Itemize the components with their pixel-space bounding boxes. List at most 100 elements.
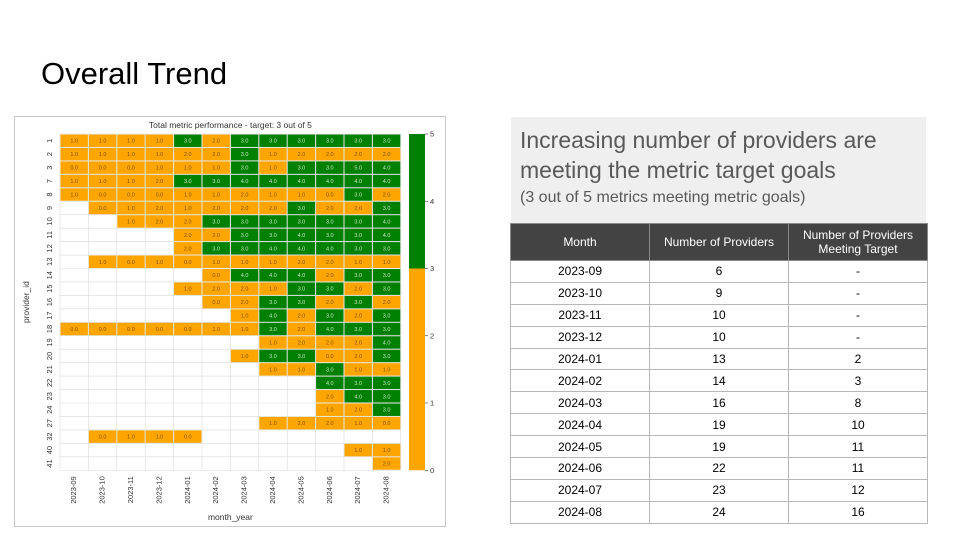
cell-label: 2.0 <box>241 300 249 306</box>
cell-label: 4.0 <box>326 381 334 387</box>
heatmap-cell <box>230 349 259 363</box>
table-cell: 2023-11 <box>510 303 650 327</box>
cell-label: 3.0 <box>298 206 306 212</box>
heatmap-cell <box>372 295 401 309</box>
cell-label: 0.0 <box>156 193 164 199</box>
x-tick-label: 2024-02 <box>211 476 220 504</box>
heatmap-cell <box>316 242 344 255</box>
heatmap-cell <box>174 322 202 336</box>
cell-label: 3.0 <box>269 354 277 360</box>
heatmap-cell <box>344 322 372 336</box>
y-tick-label: 15 <box>45 285 54 293</box>
y-tick-label: 19 <box>45 338 54 346</box>
cell-label: 3.0 <box>383 381 391 387</box>
heatmap-cell <box>202 174 230 188</box>
table-row: 2024-06 22 11 <box>510 457 928 480</box>
heatmap-cell <box>202 255 230 268</box>
heatmap-cell <box>372 349 401 363</box>
cell-label: 0.0 <box>99 435 107 441</box>
cell-label: 2.0 <box>354 152 362 158</box>
cell-label: 3.0 <box>241 166 249 172</box>
table-cell: 10 <box>649 303 789 327</box>
cell-label: 2.0 <box>326 421 334 427</box>
heatmap-cell <box>344 390 372 403</box>
cell-label: 2.0 <box>354 408 362 414</box>
heatmap-cell <box>145 201 174 215</box>
cell-label: 3.0 <box>298 139 306 145</box>
heatmap-cell <box>259 255 287 268</box>
heatmap-cell <box>60 174 88 188</box>
cell-label: 0.0 <box>70 327 78 333</box>
cell-label: 1.0 <box>156 435 164 441</box>
table-cell: - <box>788 281 928 305</box>
cell-label: 0.0 <box>184 327 192 333</box>
table-cell: 2024-05 <box>510 435 650 459</box>
table-row: 2024-05 19 11 <box>510 435 928 459</box>
cell-label: 1.0 <box>212 260 220 266</box>
heatmap-cell <box>145 134 174 147</box>
heatmap-cell <box>287 349 316 363</box>
cell-label: 3.0 <box>298 219 306 225</box>
heatmap-cell <box>316 416 344 430</box>
cell-label: 4.0 <box>241 273 249 279</box>
cell-label: 0.0 <box>212 273 220 279</box>
cell-label: 3.0 <box>212 179 220 185</box>
heatmap-cell <box>117 255 145 268</box>
heatmap-cell <box>372 322 401 336</box>
heatmap-cell <box>88 188 117 201</box>
heatmap-cell <box>230 215 259 228</box>
cell-label: 0.0 <box>127 327 135 333</box>
table-cell: 14 <box>649 369 789 393</box>
table-cell: - <box>788 325 928 349</box>
heatmap-cell <box>202 295 230 309</box>
table-header-1: Number of Providers <box>649 223 789 261</box>
x-tick-label: 2024-06 <box>325 476 334 504</box>
heatmap-cell <box>259 201 287 215</box>
cell-label: 2.0 <box>212 152 220 158</box>
table-row: 2023-12 10- <box>510 325 928 349</box>
cell-label: 3.0 <box>241 246 249 252</box>
heatmap-cell <box>372 443 401 457</box>
heatmap-cell <box>230 255 259 268</box>
cell-label: 2.0 <box>354 206 362 212</box>
cell-label: 1.0 <box>127 139 135 145</box>
table-cell: 2 <box>788 347 928 371</box>
table-cell: 2024-02 <box>510 369 650 393</box>
heatmap-cell <box>230 228 259 242</box>
cell-label: 2.0 <box>156 179 164 185</box>
colorbar-tick-label: 2 <box>430 331 434 340</box>
heatmap-cell <box>344 255 372 268</box>
cell-label: 4.0 <box>383 166 391 172</box>
cell-label: 1.0 <box>99 260 107 266</box>
table-cell: 10 <box>788 413 928 437</box>
cell-label: 0.0 <box>99 193 107 199</box>
y-axis-label: provider_id <box>21 281 31 323</box>
cell-label: 3.0 <box>383 206 391 212</box>
y-tick-label: 14 <box>45 271 54 279</box>
heatmap-cell <box>202 269 230 282</box>
heatmap-cell <box>259 188 287 201</box>
heatmap-cell <box>259 134 287 147</box>
y-tick-label: 8 <box>45 192 54 196</box>
cell-label: 4.0 <box>269 246 277 252</box>
heatmap-cell <box>287 269 316 282</box>
heatmap-cell <box>372 201 401 215</box>
cell-label: 1.0 <box>269 287 277 293</box>
heatmap-cell <box>117 322 145 336</box>
table-cell: 13 <box>649 347 789 371</box>
table-cell: 2024-03 <box>510 391 650 415</box>
heatmap-cell <box>174 147 202 161</box>
cell-label: 2.0 <box>298 340 306 346</box>
heatmap-cell <box>174 134 202 147</box>
heatmap-cell <box>287 188 316 201</box>
cell-label: 3.0 <box>326 166 334 172</box>
cell-label: 2.0 <box>156 219 164 225</box>
y-tick-label: 10 <box>45 217 54 225</box>
heatmap-cell <box>117 215 145 228</box>
heatmap-cell <box>60 147 88 161</box>
table-cell: 16 <box>788 500 928 524</box>
cell-label: 1.0 <box>184 206 192 212</box>
table-cell: 2023-10 <box>510 281 650 305</box>
heatmap-cell <box>174 228 202 242</box>
colorbar-tick-label: 0 <box>430 466 434 475</box>
